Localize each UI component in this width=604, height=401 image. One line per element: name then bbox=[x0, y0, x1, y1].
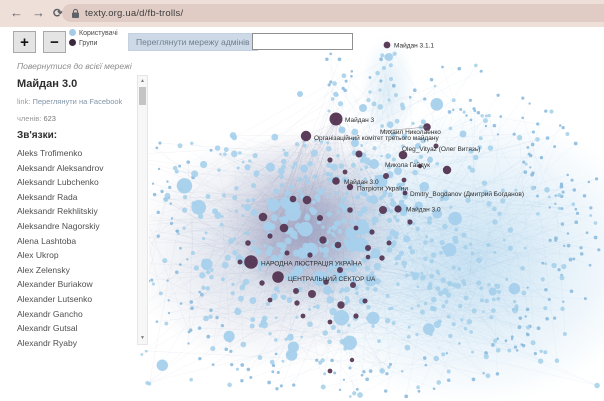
forward-icon[interactable]: → bbox=[32, 5, 45, 20]
view-admin-network-button[interactable]: Переглянути мережу адмінів bbox=[128, 33, 258, 51]
browser-chrome: ← → ⟳ texty.org.ua/d/fb-trolls/ bbox=[0, 0, 604, 27]
zoom-out-button[interactable]: − bbox=[43, 31, 66, 53]
sidebar: Повернутися до всієї мережі Майдан 3.0 l… bbox=[8, 58, 149, 350]
connection-item[interactable]: Aleksandre Nagorskiy bbox=[17, 220, 100, 231]
legend-users-label: Користувачі bbox=[79, 30, 118, 37]
connection-item[interactable]: Aleks Trofimenko bbox=[17, 148, 83, 158]
members-label: членів: bbox=[17, 114, 42, 123]
group-node[interactable] bbox=[442, 165, 452, 175]
users-dot-icon bbox=[69, 29, 76, 36]
node-label: Майдан 3.1.1 bbox=[394, 42, 434, 50]
group-node[interactable] bbox=[300, 130, 312, 142]
node-labels-layer: Майдан 3.1.1 Майдан 3 Михаил НиколаенкоОрг… bbox=[261, 42, 524, 284]
groups-dot-icon bbox=[69, 38, 76, 46]
scroll-thumb[interactable] bbox=[139, 87, 146, 105]
group-node[interactable] bbox=[244, 255, 258, 269]
group-node[interactable] bbox=[402, 190, 408, 196]
node-label: Організаційний комітет третього майдану bbox=[314, 134, 439, 142]
scroll-up-icon[interactable]: ▲ bbox=[140, 78, 145, 84]
lock-icon bbox=[72, 8, 79, 18]
connection-item[interactable]: Aleksandr Rekhlitskiy bbox=[17, 206, 98, 217]
legend: Користувачі Групи bbox=[69, 29, 118, 48]
back-to-network-link[interactable]: Повернутися до всієї мережі bbox=[17, 61, 132, 71]
members-count: 623 bbox=[43, 114, 56, 123]
facebook-link-row: link: Переглянути на Facebook bbox=[17, 97, 122, 106]
group-node[interactable] bbox=[383, 41, 391, 49]
node-label: НАРОДНА ЛЮСТРАЦІЯ УКРАЇНА bbox=[261, 260, 363, 268]
group-nodes-layer bbox=[237, 41, 452, 374]
zoom-in-button[interactable]: + bbox=[13, 31, 36, 53]
connection-item[interactable]: Alexander Lutsenko bbox=[17, 293, 93, 304]
connection-item[interactable]: Aleksandr Rada bbox=[17, 191, 78, 202]
node-label: Oleg_Vityaz (Олег Витязь) bbox=[402, 146, 480, 153]
group-node[interactable] bbox=[346, 183, 354, 191]
facebook-link[interactable]: Переглянути на Facebook bbox=[32, 97, 123, 106]
user-nodes-medium-layer bbox=[156, 53, 521, 371]
connections-heading: Зв'язки: bbox=[17, 130, 58, 141]
connection-item[interactable]: Aleksandr Lubchenko bbox=[17, 177, 99, 188]
node-label: Dmitry_Bogdanov (Дмитрий Богданов) bbox=[410, 190, 524, 198]
connection-item[interactable]: Alena Lashtoba bbox=[17, 235, 77, 246]
node-label: Майдан 3 bbox=[345, 116, 375, 124]
node-label: Майдан 3.0 bbox=[406, 206, 441, 214]
search-input[interactable] bbox=[252, 33, 353, 50]
node-label: Патріоти України bbox=[357, 185, 408, 193]
group-node[interactable] bbox=[329, 112, 343, 126]
sidebar-scrollbar[interactable]: ▲ ▼ bbox=[137, 75, 148, 345]
group-node[interactable] bbox=[332, 177, 340, 185]
connection-item[interactable]: Alexandr Ryaby bbox=[17, 337, 78, 348]
back-icon[interactable]: ← bbox=[10, 5, 23, 20]
connection-item[interactable]: Alex Ukrop bbox=[17, 250, 59, 261]
legend-groups-row: Групи bbox=[69, 38, 118, 49]
group-node[interactable] bbox=[272, 271, 284, 283]
connections-list: Aleks Trofimenko Aleksandr Aleksandrov Ale… bbox=[17, 146, 135, 349]
legend-users-row: Користувачі bbox=[69, 29, 118, 39]
link-label: link: bbox=[17, 97, 31, 106]
node-label: Михаил Николаенко bbox=[380, 129, 441, 136]
members-row: членів: 623 bbox=[17, 114, 56, 123]
connection-item[interactable]: Alexander Buriakow bbox=[17, 279, 93, 290]
group-node[interactable] bbox=[394, 205, 402, 213]
node-label: ЦЕНТРАЛЬНИЙ СЕКТОР UA bbox=[288, 274, 376, 283]
url-text: texty.org.ua/d/fb-trolls/ bbox=[85, 7, 184, 19]
scroll-down-icon[interactable]: ▼ bbox=[140, 335, 145, 341]
node-label: Майдан 3.0 bbox=[344, 178, 379, 186]
reload-icon[interactable]: ⟳ bbox=[53, 6, 64, 20]
group-node[interactable] bbox=[398, 150, 408, 160]
connection-item[interactable]: Alex Zelensky bbox=[17, 264, 70, 275]
node-label: Микола Гайдук bbox=[385, 161, 430, 169]
connection-item[interactable]: Aleksandr Aleksandrov bbox=[17, 162, 104, 173]
connection-item[interactable]: Alexandr Gutsal bbox=[17, 323, 78, 334]
group-title: Майдан 3.0 bbox=[17, 78, 78, 90]
legend-groups-label: Групи bbox=[79, 39, 98, 47]
address-bar[interactable]: texty.org.ua/d/fb-trolls/ bbox=[62, 4, 604, 22]
connection-item[interactable]: Alexandr Gancho bbox=[17, 308, 83, 319]
